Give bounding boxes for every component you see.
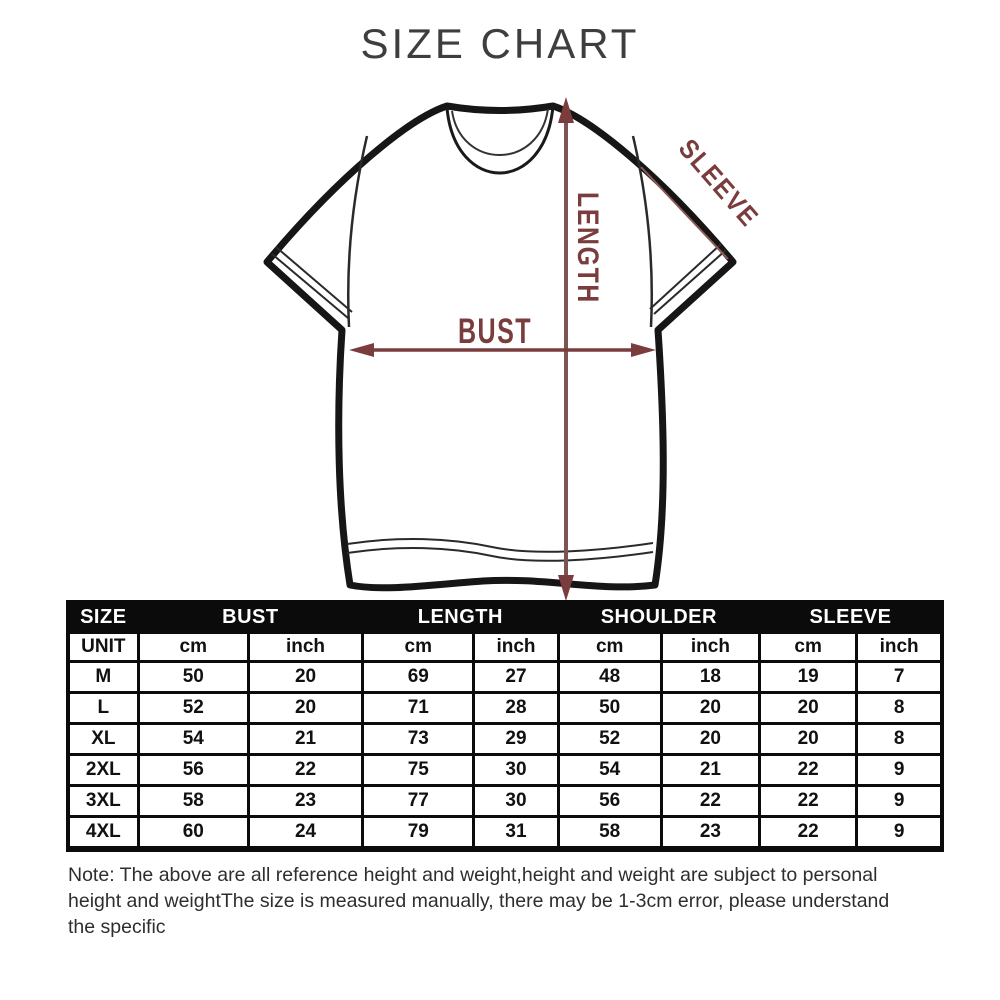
unit-cm: cm [136,631,250,663]
table-cell: 58 [556,815,663,851]
table-cell: 9 [855,784,944,818]
tshirt-diagram: LENGTH SLEEVE BUST [263,97,765,600]
unit-inch: inch [246,631,365,663]
sleeve-line [640,166,729,260]
table-cell: 9 [855,815,944,851]
table-cell: 23 [246,784,365,818]
table-cell: 21 [659,753,762,787]
length-label: LENGTH [571,192,604,304]
table-cell: 22 [758,815,859,851]
size-label: 2XL [66,753,140,787]
table-row-4xl: 4XL 60 24 79 31 58 23 22 9 [66,815,944,851]
table-cell: 18 [659,660,762,694]
column-group-size: SIZE [66,600,140,634]
table-cell: 20 [659,722,762,756]
table-cell: 48 [556,660,663,694]
table-cell: 50 [556,691,663,725]
table-cell: 29 [472,722,560,756]
table-cell: 58 [136,784,250,818]
table-cell: 7 [855,660,944,694]
table-row-3xl: 3XL 58 23 77 30 56 22 22 9 [66,784,944,818]
note-text: Note: The above are all reference height… [68,862,958,940]
table-cell: 69 [361,660,476,694]
table-cell: 20 [246,660,365,694]
table-cell: 20 [659,691,762,725]
unit-inch: inch [472,631,560,663]
table-cell: 8 [855,691,944,725]
left-cuff-stitch [271,246,353,319]
table-cell: 52 [136,691,250,725]
unit-cm: cm [758,631,859,663]
table-row-m: M 50 20 69 27 48 18 19 7 [66,660,944,694]
size-chart-table: SIZE BUST LENGTH SHOULDER SLEEVE UNIT cm… [66,600,944,852]
table-cell: 9 [855,753,944,787]
column-group-header-row: SIZE BUST LENGTH SHOULDER SLEEVE [66,600,944,634]
table-cell: 19 [758,660,859,694]
unit-header-row: UNIT cm inch cm inch cm inch cm inch [66,631,944,663]
right-cuff-stitch [649,243,727,315]
unit-header: UNIT [66,631,140,663]
unit-cm: cm [361,631,476,663]
table-cell: 54 [556,753,663,787]
table-cell: 23 [659,815,762,851]
table-cell: 20 [246,691,365,725]
table-cell: 77 [361,784,476,818]
bust-arrow [349,343,656,357]
table-cell: 50 [136,660,250,694]
size-label: 4XL [66,815,140,851]
size-label: M [66,660,140,694]
note-line: the specific [68,916,166,938]
size-label: XL [66,722,140,756]
bust-label: BUST [458,312,532,351]
table-cell: 75 [361,753,476,787]
table-cell: 8 [855,722,944,756]
table-cell: 73 [361,722,476,756]
table-cell: 21 [246,722,365,756]
table-row-l: L 52 20 71 28 50 20 20 8 [66,691,944,725]
left-armhole-seam [347,135,369,328]
table-cell: 20 [758,722,859,756]
table-cell: 79 [361,815,476,851]
collar-outer-seam [445,105,555,175]
table-cell: 52 [556,722,663,756]
table-cell: 30 [472,753,560,787]
unit-cm: cm [556,631,663,663]
hem-stitch [346,538,654,562]
column-group-length: LENGTH [361,600,560,634]
table-cell: 56 [136,753,250,787]
table-cell: 22 [758,784,859,818]
table-cell: 24 [246,815,365,851]
note-line: height and weightThe size is measured ma… [68,890,890,912]
column-group-shoulder: SHOULDER [556,600,762,634]
table-cell: 20 [758,691,859,725]
table-row-2xl: 2XL 56 22 75 30 54 21 22 9 [66,753,944,787]
table-cell: 27 [472,660,560,694]
table-row-xl: XL 54 21 73 29 52 20 20 8 [66,722,944,756]
column-group-bust: BUST [136,600,365,634]
column-group-sleeve: SLEEVE [758,600,944,634]
table-cell: 22 [246,753,365,787]
right-armhole-seam [631,135,653,328]
page-title: SIZE CHART [360,20,640,67]
table-cell: 60 [136,815,250,851]
unit-inch: inch [855,631,944,663]
size-label: 3XL [66,784,140,818]
table-cell: 30 [472,784,560,818]
collar-inner-seam [451,108,549,156]
table-cell: 71 [361,691,476,725]
table-cell: 28 [472,691,560,725]
note-line: Note: The above are all reference height… [68,864,878,886]
size-label: L [66,691,140,725]
table-cell: 31 [472,815,560,851]
table-cell: 22 [758,753,859,787]
table-cell: 56 [556,784,663,818]
table-cell: 54 [136,722,250,756]
table-cell: 22 [659,784,762,818]
unit-inch: inch [659,631,762,663]
